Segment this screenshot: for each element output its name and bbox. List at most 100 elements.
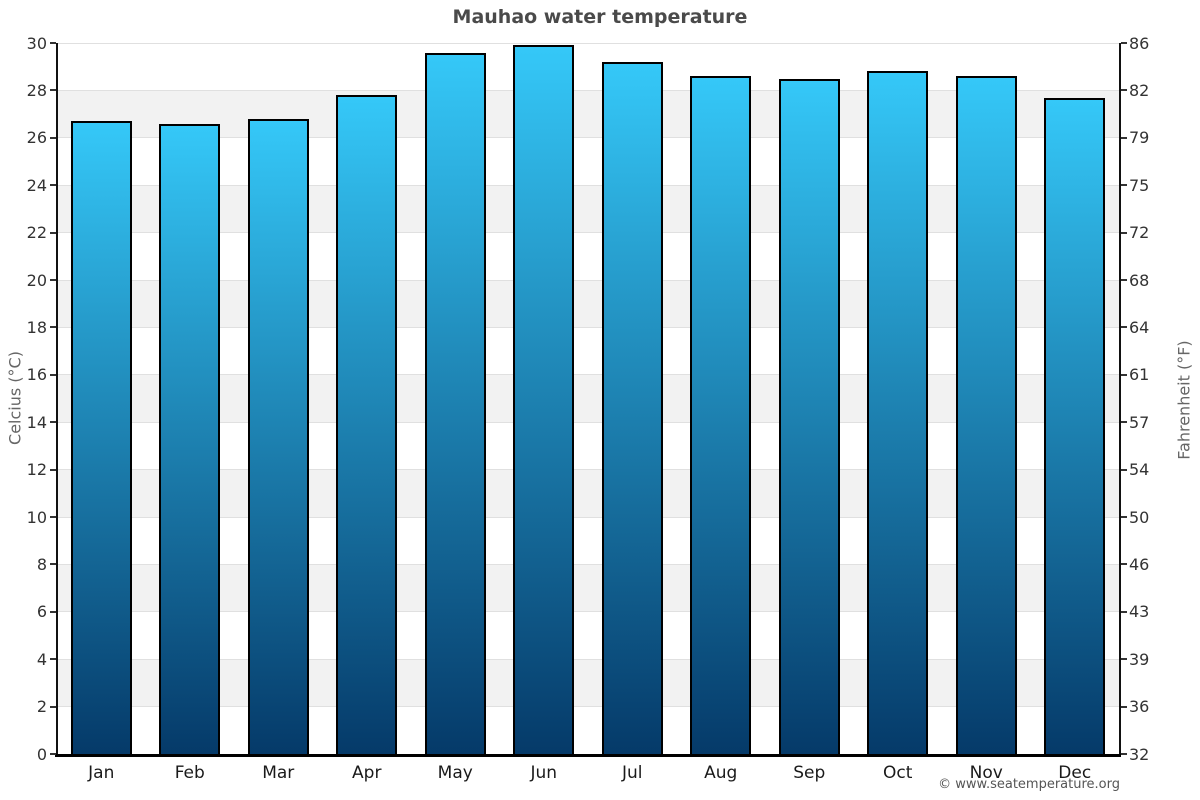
right-tick-mark (1120, 516, 1127, 518)
y-tick-label-fahrenheit: 79 (1129, 128, 1150, 148)
right-tick-mark (1120, 658, 1127, 661)
x-tick-label-aug: Aug (704, 763, 738, 783)
y-tick-label-fahrenheit: 57 (1129, 412, 1150, 432)
x-tick-label-apr: Apr (352, 763, 382, 783)
bar-jul (601, 62, 663, 754)
y-tick-label-celsius: 24 (26, 175, 47, 195)
gridline (57, 374, 1119, 376)
right-tick-mark (1120, 610, 1127, 613)
plot-area (57, 42, 1119, 755)
y-tick-label-fahrenheit: 36 (1129, 697, 1150, 717)
x-tick-label-dec: Dec (1058, 763, 1092, 783)
grid-stripe (57, 280, 1119, 328)
x-tick-label-feb: Feb (174, 763, 205, 783)
left-tick-mark (50, 563, 56, 566)
x-tick-label-mar: Mar (262, 763, 295, 783)
gridline (57, 137, 1119, 139)
gridline (57, 516, 1119, 518)
left-tick-mark (50, 42, 56, 44)
y-tick-label-celsius: 20 (26, 270, 47, 290)
left-tick-mark (50, 184, 56, 187)
gridline (57, 469, 1119, 471)
left-tick-mark (50, 516, 56, 518)
left-tick-mark (50, 279, 56, 281)
gridline (57, 42, 1119, 44)
y-tick-label-celsius: 22 (26, 223, 47, 243)
gridline (57, 232, 1119, 234)
y-tick-label-celsius: 12 (26, 460, 47, 480)
bar-sep (778, 78, 840, 754)
right-axis-title: Fahrenheit (°F) (1174, 340, 1194, 460)
right-tick-mark (1120, 326, 1127, 329)
x-tick-label-oct: Oct (883, 763, 913, 783)
left-tick-mark (50, 753, 56, 755)
gridline (57, 611, 1119, 613)
right-tick-mark (1120, 136, 1127, 139)
bar-apr (336, 95, 398, 754)
y-tick-label-celsius: 18 (26, 317, 47, 337)
y-tick-label-celsius: 2 (36, 697, 47, 717)
x-tick-label-jul: Jul (621, 763, 643, 783)
gridline (57, 279, 1119, 281)
y-tick-label-celsius: 26 (26, 128, 47, 148)
y-tick-label-fahrenheit: 39 (1129, 649, 1150, 669)
gridline (57, 658, 1119, 660)
y-tick-label-fahrenheit: 68 (1129, 270, 1150, 290)
right-tick-mark (1120, 468, 1127, 471)
right-tick-mark (1120, 705, 1127, 708)
grid-stripe (57, 469, 1119, 517)
grid-stripe (57, 659, 1119, 707)
y-tick-label-fahrenheit: 75 (1129, 175, 1150, 195)
y-tick-label-fahrenheit: 86 (1129, 33, 1150, 53)
y-tick-label-celsius: 14 (26, 412, 47, 432)
left-tick-mark (50, 658, 56, 661)
bar-mar (247, 118, 309, 754)
bar-jan (70, 121, 132, 754)
y-tick-label-fahrenheit: 46 (1129, 554, 1150, 574)
right-tick-mark (1120, 563, 1127, 566)
left-tick-mark (50, 610, 56, 613)
right-tick-mark (1120, 421, 1127, 424)
left-tick-mark (50, 326, 56, 329)
bar-dec (1044, 97, 1106, 754)
y-tick-label-fahrenheit: 43 (1129, 602, 1150, 622)
gridline (57, 184, 1119, 186)
bar-aug (690, 76, 752, 754)
right-tick-mark (1120, 89, 1127, 92)
x-tick-label-jan: Jan (88, 763, 115, 783)
x-tick-label-sep: Sep (793, 763, 826, 783)
left-tick-mark (50, 468, 56, 471)
y-tick-label-celsius: 0 (36, 744, 47, 764)
gridline (57, 326, 1119, 328)
gridline (57, 421, 1119, 423)
y-tick-label-celsius: 30 (26, 33, 47, 53)
bar-nov (955, 76, 1017, 754)
y-tick-label-fahrenheit: 54 (1129, 460, 1150, 480)
y-tick-label-celsius: 16 (26, 365, 47, 385)
right-tick-mark (1120, 373, 1127, 376)
bar-oct (867, 71, 929, 754)
y-tick-label-celsius: 6 (36, 602, 47, 622)
gridline (57, 89, 1119, 91)
left-axis-line (56, 43, 58, 754)
left-tick-mark (50, 136, 56, 139)
left-tick-mark (50, 89, 56, 92)
gridline (57, 706, 1119, 708)
y-tick-label-fahrenheit: 64 (1129, 317, 1150, 337)
y-tick-label-celsius: 8 (36, 554, 47, 574)
grid-stripe (57, 374, 1119, 423)
chart-title: Mauhao water temperature (452, 6, 748, 28)
y-tick-label-fahrenheit: 32 (1129, 744, 1150, 764)
right-tick-mark (1120, 279, 1127, 281)
right-tick-mark (1120, 184, 1127, 187)
left-tick-mark (50, 421, 56, 424)
bar-feb (159, 123, 221, 754)
grid-stripe (57, 90, 1119, 138)
gridline (57, 563, 1119, 565)
copyright-credit: © www.seatemperature.org (938, 777, 1120, 792)
x-tick-label-nov: Nov (969, 763, 1003, 783)
grid-stripe (57, 564, 1119, 612)
left-tick-mark (50, 705, 56, 708)
bar-may (424, 52, 486, 754)
